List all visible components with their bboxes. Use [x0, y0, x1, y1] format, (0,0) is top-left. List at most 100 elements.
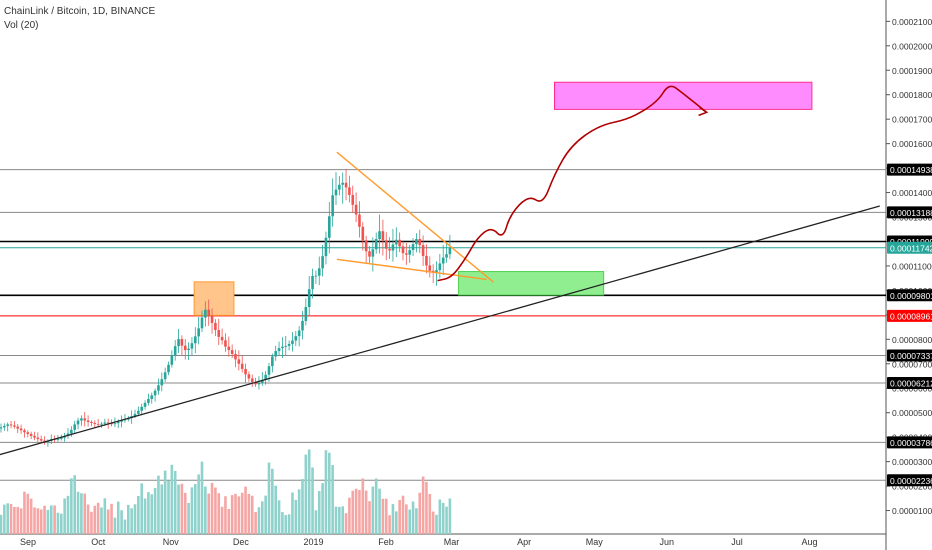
- candle-body[interactable]: [6, 424, 9, 426]
- candle-body[interactable]: [401, 246, 405, 254]
- candle-body[interactable]: [435, 270, 438, 273]
- candle-body[interactable]: [224, 340, 227, 347]
- candle-body[interactable]: [100, 423, 103, 425]
- candle-body[interactable]: [277, 348, 281, 352]
- candle-body[interactable]: [244, 368, 247, 375]
- candle-body[interactable]: [317, 268, 321, 276]
- symbol-label[interactable]: ChainLink / Bitcoin, 1D, BINANCE: [4, 6, 156, 17]
- green-zone-box[interactable]: [458, 271, 605, 296]
- candle-body[interactable]: [388, 248, 391, 251]
- candle-body[interactable]: [113, 423, 117, 425]
- wedge-lower-line[interactable]: [336, 258, 487, 281]
- candle-body[interactable]: [411, 244, 415, 251]
- candle-body[interactable]: [428, 265, 432, 271]
- candle-body[interactable]: [408, 250, 411, 255]
- candle-body[interactable]: [341, 182, 344, 185]
- candle-body[interactable]: [354, 204, 358, 215]
- candle-body[interactable]: [157, 385, 160, 391]
- candle-body[interactable]: [304, 307, 308, 321]
- candle-body[interactable]: [39, 439, 43, 441]
- candle-body[interactable]: [247, 374, 251, 379]
- wedge-upper-line[interactable]: [336, 151, 495, 283]
- candle-body[interactable]: [384, 240, 388, 249]
- candle-body[interactable]: [204, 309, 207, 318]
- candle-body[interactable]: [378, 231, 381, 240]
- candle-body[interactable]: [140, 406, 143, 411]
- candle-body[interactable]: [137, 410, 140, 414]
- candle-body[interactable]: [358, 214, 361, 227]
- candle-body[interactable]: [338, 184, 341, 190]
- candle-body[interactable]: [80, 418, 83, 421]
- candle-body[interactable]: [421, 245, 425, 256]
- candle-body[interactable]: [19, 428, 23, 431]
- candle-body[interactable]: [200, 317, 204, 329]
- candle-body[interactable]: [227, 346, 231, 351]
- candle-body[interactable]: [133, 413, 137, 417]
- candle-body[interactable]: [351, 195, 355, 205]
- pink-zone-box[interactable]: [554, 81, 813, 110]
- candle-body[interactable]: [307, 289, 311, 308]
- candle-body[interactable]: [143, 402, 147, 407]
- candle-body[interactable]: [76, 420, 80, 425]
- candle-body[interactable]: [116, 421, 120, 424]
- candle-body[interactable]: [194, 336, 197, 344]
- candle-body[interactable]: [147, 399, 150, 403]
- candle-body[interactable]: [173, 346, 177, 356]
- candle-body[interactable]: [177, 339, 180, 347]
- candle-body[interactable]: [267, 366, 271, 375]
- candle-body[interactable]: [240, 363, 244, 369]
- candle-body[interactable]: [418, 239, 422, 246]
- candle-body[interactable]: [153, 390, 157, 396]
- candle-body[interactable]: [180, 339, 184, 346]
- candle-body[interactable]: [274, 351, 277, 357]
- candle-body[interactable]: [441, 257, 445, 264]
- candle-body[interactable]: [334, 189, 338, 196]
- candle-body[interactable]: [438, 263, 442, 271]
- candle-body[interactable]: [60, 437, 63, 439]
- candle-body[interactable]: [73, 424, 76, 430]
- candle-body[interactable]: [167, 364, 170, 373]
- candle-body[interactable]: [207, 309, 210, 316]
- candle-body[interactable]: [187, 348, 190, 351]
- candle-body[interactable]: [368, 251, 371, 257]
- candle-body[interactable]: [294, 336, 298, 341]
- candle-body[interactable]: [324, 237, 328, 257]
- candle-body[interactable]: [0, 427, 3, 429]
- candle-body[interactable]: [110, 423, 113, 425]
- candle-body[interactable]: [29, 433, 33, 436]
- candle-body[interactable]: [183, 345, 187, 351]
- candle-body[interactable]: [374, 239, 378, 250]
- candle-body[interactable]: [371, 249, 375, 257]
- candle-body[interactable]: [26, 432, 30, 434]
- candle-body[interactable]: [160, 379, 164, 386]
- candle-body[interactable]: [90, 421, 93, 423]
- candle-body[interactable]: [425, 255, 428, 266]
- candle-body[interactable]: [301, 320, 304, 331]
- candle-body[interactable]: [23, 430, 26, 433]
- candle-body[interactable]: [348, 187, 351, 196]
- candle-body[interactable]: [220, 336, 224, 341]
- candle-body[interactable]: [237, 359, 241, 364]
- candle-body[interactable]: [170, 355, 174, 365]
- candle-body[interactable]: [314, 275, 318, 277]
- candle-body[interactable]: [364, 240, 368, 252]
- candle-body[interactable]: [70, 429, 73, 434]
- candle-body[interactable]: [103, 422, 107, 424]
- projection-path[interactable]: [437, 85, 708, 282]
- candle-body[interactable]: [284, 345, 288, 347]
- candle-body[interactable]: [86, 420, 90, 422]
- candle-body[interactable]: [96, 423, 100, 425]
- candle-body[interactable]: [210, 315, 214, 323]
- candle-body[interactable]: [123, 419, 127, 421]
- candle-body[interactable]: [16, 426, 20, 429]
- candle-body[interactable]: [190, 343, 194, 349]
- candle-body[interactable]: [331, 195, 334, 217]
- orange-zone-box[interactable]: [193, 281, 235, 316]
- candle-body[interactable]: [281, 346, 284, 349]
- candle-body[interactable]: [3, 425, 6, 428]
- candle-body[interactable]: [361, 226, 365, 241]
- candle-body[interactable]: [287, 343, 291, 346]
- candle-body[interactable]: [415, 239, 418, 245]
- candle-body[interactable]: [297, 330, 301, 337]
